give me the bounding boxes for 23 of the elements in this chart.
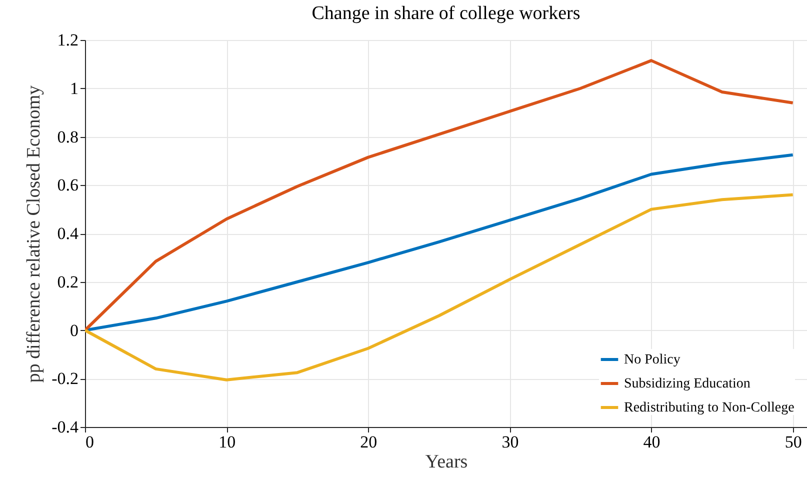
x-tick-label: 20 xyxy=(360,432,378,452)
y-axis-title: pp difference relative Closed Economy xyxy=(24,84,45,383)
y-tick-label: 0.2 xyxy=(57,272,78,292)
y-tick-label: -0.2 xyxy=(52,369,78,388)
y-tick-label: 0 xyxy=(70,320,78,340)
x-axis-title: Years xyxy=(425,452,468,472)
line-series xyxy=(85,153,794,332)
y-tick-label: 0.6 xyxy=(57,176,78,195)
legend-label: Subsidizing Education xyxy=(624,376,750,392)
line-series xyxy=(85,59,794,332)
legend-label: Redistributing to Non-College xyxy=(624,400,794,416)
y-tick-label: 0.8 xyxy=(57,127,78,146)
y-tick-label: 1 xyxy=(70,78,78,98)
x-tick-label: 40 xyxy=(643,432,660,452)
x-tick-label: 10 xyxy=(218,432,236,452)
x-tick-label: 50 xyxy=(784,432,802,452)
chart-title: Change in share of college workers xyxy=(312,3,580,24)
legend-label: No Policy xyxy=(624,352,680,368)
y-tick-label: -0.4 xyxy=(52,418,79,436)
x-tick-label: 30 xyxy=(502,432,519,452)
x-tick-label: 0 xyxy=(86,432,94,452)
y-tick-label: 0.4 xyxy=(57,224,79,243)
y-tick-label: 1.2 xyxy=(57,30,78,50)
